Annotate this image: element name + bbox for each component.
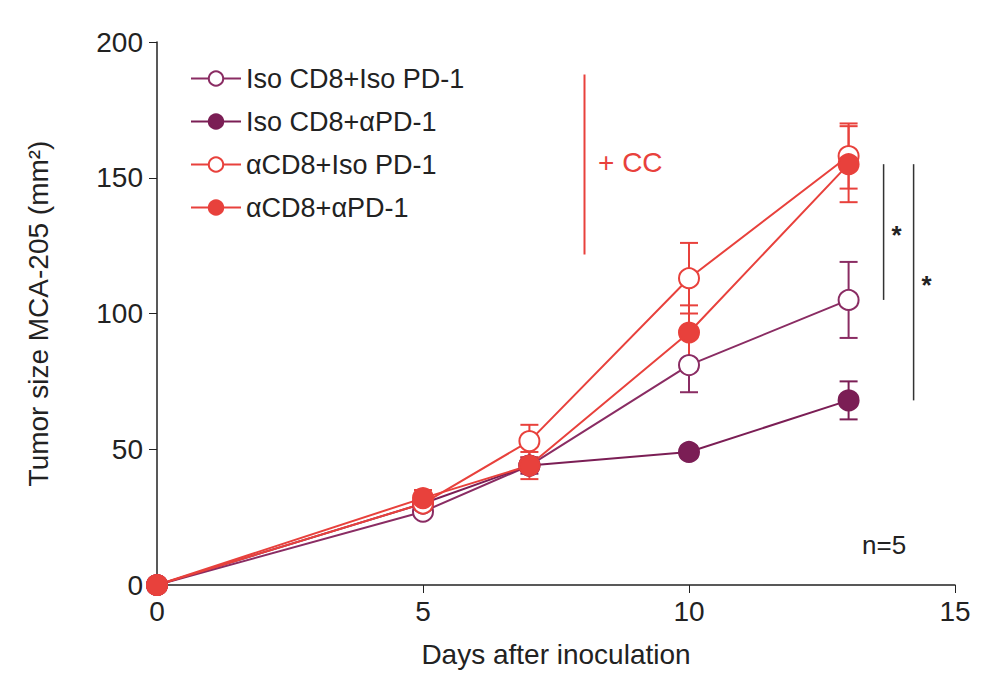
svg-text:0: 0 xyxy=(127,570,143,601)
svg-text:200: 200 xyxy=(96,27,143,58)
svg-text:*: * xyxy=(922,270,933,300)
svg-text:Iso CD8+αPD-1: Iso CD8+αPD-1 xyxy=(246,107,436,137)
svg-text:100: 100 xyxy=(96,298,143,329)
svg-text:n=5: n=5 xyxy=(862,530,906,560)
svg-text:*: * xyxy=(892,220,903,250)
svg-text:+ CC: + CC xyxy=(598,147,663,178)
svg-text:Days after inoculation: Days after inoculation xyxy=(421,639,690,670)
svg-text:Tumor size MCA-205 (mm²): Tumor size MCA-205 (mm²) xyxy=(23,141,54,487)
svg-text:αCD8+Iso PD-1: αCD8+Iso PD-1 xyxy=(246,150,436,180)
svg-text:10: 10 xyxy=(673,596,704,627)
svg-text:Iso CD8+Iso PD-1: Iso CD8+Iso PD-1 xyxy=(246,64,464,94)
svg-text:αCD8+αPD-1: αCD8+αPD-1 xyxy=(246,193,409,223)
svg-text:5: 5 xyxy=(415,596,431,627)
svg-text:15: 15 xyxy=(939,596,970,627)
svg-text:0: 0 xyxy=(149,596,165,627)
svg-text:50: 50 xyxy=(112,434,143,465)
svg-text:150: 150 xyxy=(96,162,143,193)
